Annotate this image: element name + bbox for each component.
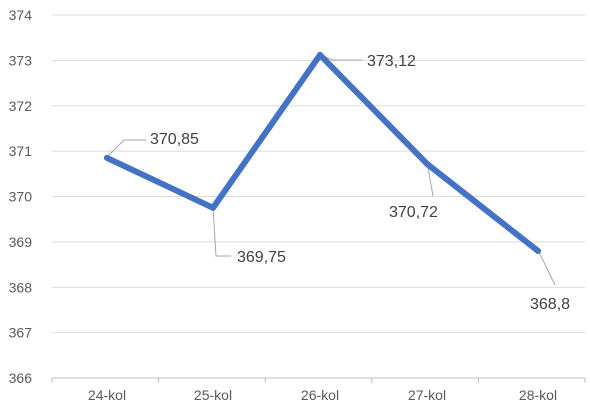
x-axis-tick-labels: 24-kol 25-kol 26-kol 27-kol 28-kol	[88, 387, 557, 403]
leader-line	[537, 249, 556, 286]
data-point-26-kol	[317, 51, 323, 58]
leader-line	[106, 139, 146, 158]
y-tick-label: 367	[9, 325, 33, 341]
data-label-28-kol: 368,8	[530, 296, 570, 313]
data-points	[104, 51, 541, 254]
data-label-25-kol: 369,75	[237, 249, 286, 266]
data-point-27-kol	[424, 160, 430, 167]
x-tick-label: 24-kol	[88, 387, 126, 403]
x-tick-label: 25-kol	[194, 387, 232, 403]
y-tick-label: 374	[9, 7, 33, 23]
series-line	[104, 51, 541, 254]
y-tick-label: 369	[9, 234, 33, 250]
gridlines	[52, 14, 585, 334]
series-line-group	[104, 51, 541, 254]
data-labels: 370,85 369,75 373,12 370,72 368,8	[150, 53, 570, 313]
y-tick-label: 366	[9, 370, 33, 386]
y-axis-tick-labels: 366 367 368 369 370 371 372 373 374	[9, 7, 33, 386]
y-tick-label: 373	[9, 52, 33, 68]
data-label-26-kol: 373,12	[367, 53, 416, 70]
data-point-28-kol	[535, 247, 541, 254]
y-tick-label: 368	[9, 279, 33, 295]
x-tick-label: 28-kol	[519, 387, 557, 403]
x-tick-label: 27-kol	[408, 387, 446, 403]
data-point-25-kol	[210, 204, 216, 211]
data-point-24-kol	[104, 154, 110, 161]
leader-line	[212, 207, 231, 257]
y-tick-label: 371	[9, 143, 33, 159]
y-tick-label: 370	[9, 189, 33, 205]
y-tick-label: 372	[9, 98, 33, 114]
data-label-leaders	[106, 54, 556, 286]
x-axis	[51, 377, 586, 383]
data-label-27-kol: 370,72	[389, 204, 438, 221]
x-tick-label: 26-kol	[301, 387, 339, 403]
data-label-24-kol: 370,85	[150, 131, 199, 148]
